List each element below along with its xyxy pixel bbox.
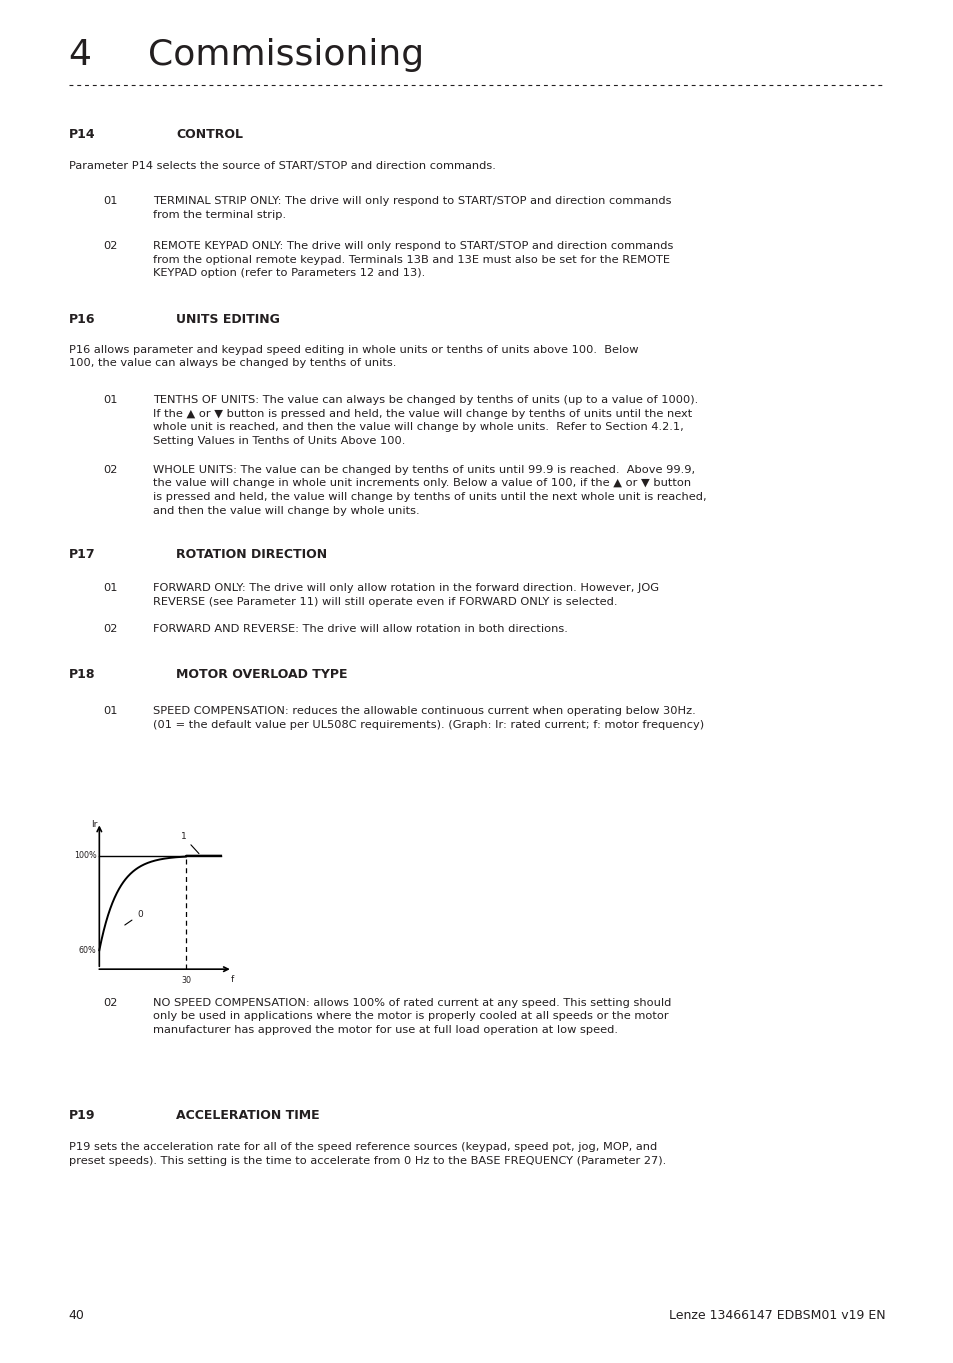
Text: MOTOR OVERLOAD TYPE: MOTOR OVERLOAD TYPE bbox=[176, 668, 348, 682]
Text: 01: 01 bbox=[103, 583, 117, 593]
Text: 02: 02 bbox=[103, 998, 117, 1007]
Text: 1: 1 bbox=[180, 831, 199, 853]
Text: P16 allows parameter and keypad speed editing in whole units or tenths of units : P16 allows parameter and keypad speed ed… bbox=[69, 345, 638, 368]
Text: 60%: 60% bbox=[78, 946, 96, 954]
Text: FORWARD ONLY: The drive will only allow rotation in the forward direction. Howev: FORWARD ONLY: The drive will only allow … bbox=[152, 583, 658, 607]
Text: Parameter P14 selects the source of START/STOP and direction commands.: Parameter P14 selects the source of STAR… bbox=[69, 161, 495, 170]
Text: 01: 01 bbox=[103, 395, 117, 405]
Text: Lenze 13466147 EDBSM01 v19 EN: Lenze 13466147 EDBSM01 v19 EN bbox=[668, 1308, 884, 1322]
Text: NO SPEED COMPENSATION: allows 100% of rated current at any speed. This setting s: NO SPEED COMPENSATION: allows 100% of ra… bbox=[152, 998, 670, 1035]
Text: UNITS EDITING: UNITS EDITING bbox=[176, 313, 280, 327]
Text: ACCELERATION TIME: ACCELERATION TIME bbox=[176, 1109, 320, 1123]
Text: REMOTE KEYPAD ONLY: The drive will only respond to START/STOP and direction comm: REMOTE KEYPAD ONLY: The drive will only … bbox=[152, 241, 672, 278]
Text: P19: P19 bbox=[69, 1109, 95, 1123]
Text: 01: 01 bbox=[103, 196, 117, 206]
Text: ROTATION DIRECTION: ROTATION DIRECTION bbox=[176, 548, 327, 562]
Text: SPEED COMPENSATION: reduces the allowable continuous current when operating belo: SPEED COMPENSATION: reduces the allowabl… bbox=[152, 706, 703, 729]
Text: FORWARD AND REVERSE: The drive will allow rotation in both directions.: FORWARD AND REVERSE: The drive will allo… bbox=[152, 624, 567, 634]
Text: CONTROL: CONTROL bbox=[176, 128, 243, 142]
Text: WHOLE UNITS: The value can be changed by tenths of units until 99.9 is reached. : WHOLE UNITS: The value can be changed by… bbox=[152, 465, 705, 515]
Text: f: f bbox=[231, 975, 234, 984]
Text: P14: P14 bbox=[69, 128, 95, 142]
Text: 02: 02 bbox=[103, 465, 117, 474]
Text: 40: 40 bbox=[69, 1308, 85, 1322]
Text: 30: 30 bbox=[181, 976, 192, 985]
Text: Ir: Ir bbox=[91, 821, 98, 829]
Text: P19 sets the acceleration rate for all of the speed reference sources (keypad, s: P19 sets the acceleration rate for all o… bbox=[69, 1142, 665, 1165]
Text: P18: P18 bbox=[69, 668, 95, 682]
Text: P17: P17 bbox=[69, 548, 95, 562]
Text: 0: 0 bbox=[125, 910, 143, 925]
Text: 02: 02 bbox=[103, 624, 117, 634]
Text: TERMINAL STRIP ONLY: The drive will only respond to START/STOP and direction com: TERMINAL STRIP ONLY: The drive will only… bbox=[152, 196, 671, 219]
Text: P16: P16 bbox=[69, 313, 95, 327]
Text: 4: 4 bbox=[69, 38, 91, 72]
Text: 100%: 100% bbox=[73, 851, 96, 860]
Text: 01: 01 bbox=[103, 706, 117, 716]
Text: Commissioning: Commissioning bbox=[148, 38, 423, 72]
Text: 02: 02 bbox=[103, 241, 117, 251]
Text: TENTHS OF UNITS: The value can always be changed by tenths of units (up to a val: TENTHS OF UNITS: The value can always be… bbox=[152, 395, 698, 446]
